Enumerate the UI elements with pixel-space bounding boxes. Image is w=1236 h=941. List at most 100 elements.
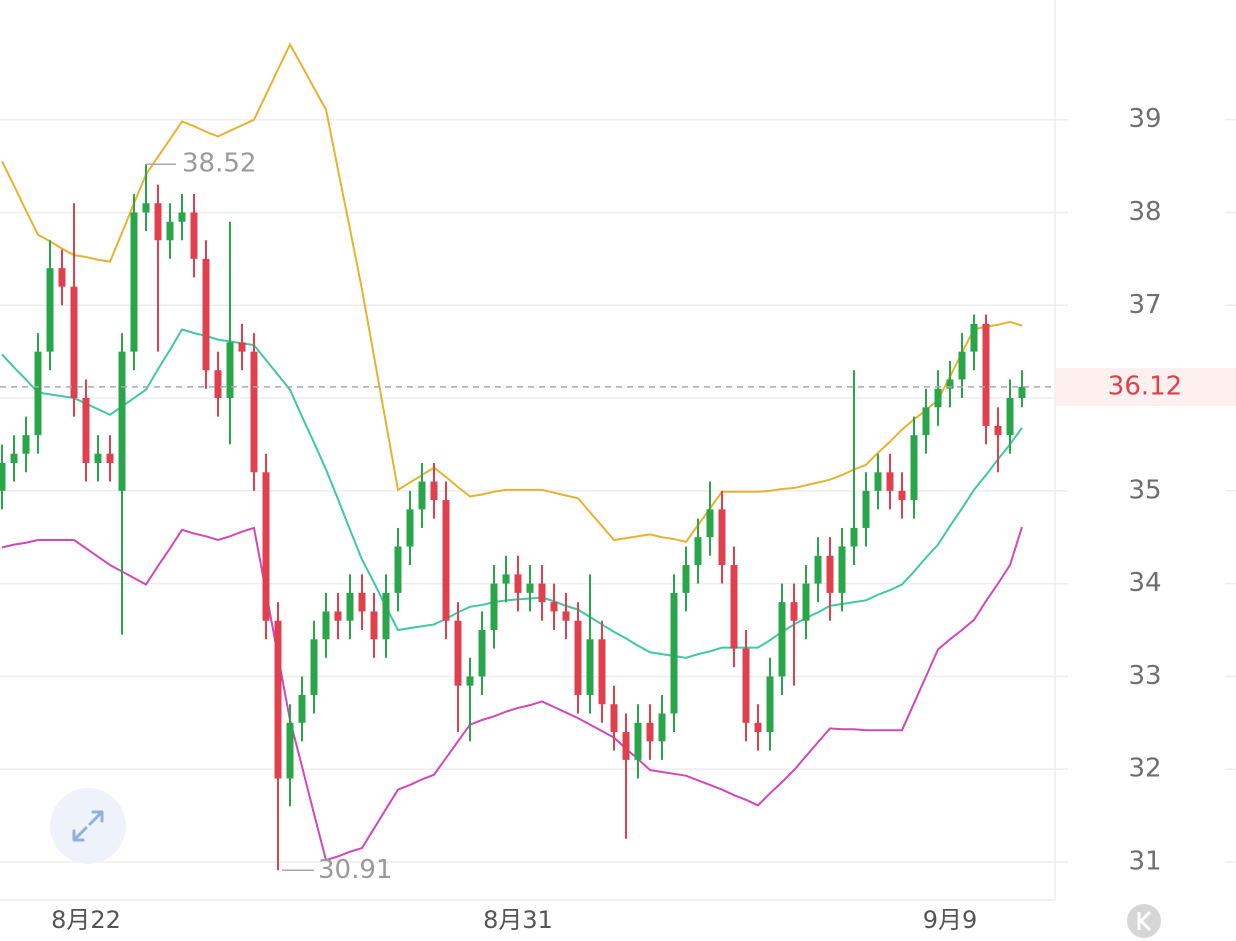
candle-body bbox=[118, 351, 126, 491]
overlay: 38.52 30.91 36.12 bbox=[0, 149, 1236, 885]
candle-body bbox=[562, 611, 570, 621]
candle-body bbox=[898, 490, 906, 501]
y-tick-label: 31 bbox=[1128, 846, 1161, 876]
candle-body bbox=[838, 546, 846, 593]
candle-body bbox=[70, 286, 78, 399]
candle-body bbox=[226, 342, 234, 399]
candle-body bbox=[382, 592, 390, 640]
candle-body bbox=[922, 407, 930, 436]
candle-body bbox=[958, 351, 966, 380]
candle-body bbox=[946, 379, 954, 389]
x-tick-label: 8月31 bbox=[483, 906, 553, 934]
candle-body bbox=[10, 453, 18, 463]
candle-body bbox=[334, 611, 342, 621]
y-tick-label: 33 bbox=[1128, 661, 1161, 691]
candle-body bbox=[646, 722, 654, 742]
candle-body bbox=[970, 323, 978, 352]
candle-body bbox=[982, 323, 990, 426]
candle-body bbox=[766, 676, 774, 733]
candle-body bbox=[202, 258, 210, 371]
candle-body bbox=[418, 481, 426, 510]
candle-body bbox=[934, 388, 942, 408]
candle-body bbox=[586, 639, 594, 695]
candle-body bbox=[862, 490, 870, 528]
candle-body bbox=[742, 648, 750, 723]
candle-body bbox=[22, 435, 30, 454]
candle-body bbox=[82, 398, 90, 463]
candle-body bbox=[1006, 398, 1014, 436]
candle-body bbox=[238, 342, 246, 352]
candle-body bbox=[478, 630, 486, 677]
candle-body bbox=[142, 203, 150, 213]
candle-body bbox=[718, 509, 726, 566]
last-price-label: 36.12 bbox=[1108, 371, 1182, 401]
candle-body bbox=[778, 602, 786, 677]
candle-body bbox=[430, 481, 438, 501]
candle-body bbox=[94, 453, 102, 463]
bollinger-bands bbox=[1, 42, 1023, 862]
candle-body bbox=[910, 435, 918, 501]
expand-icon[interactable] bbox=[72, 810, 104, 842]
candle-body bbox=[178, 212, 186, 222]
candle-body bbox=[298, 694, 306, 723]
candle-body bbox=[514, 574, 522, 593]
candle-body bbox=[730, 565, 738, 649]
candle-body bbox=[634, 722, 642, 760]
y-tick-label: 37 bbox=[1128, 290, 1161, 320]
candle-body bbox=[538, 583, 546, 603]
candle-body bbox=[754, 722, 762, 733]
candle-body bbox=[214, 370, 222, 399]
candle-body bbox=[442, 500, 450, 621]
band-line bbox=[1, 328, 1023, 659]
x-tick-label: 9月9 bbox=[923, 906, 978, 934]
candle-body bbox=[58, 268, 66, 287]
candle-body bbox=[454, 620, 462, 686]
candle-body bbox=[526, 583, 534, 593]
candle-body bbox=[166, 221, 174, 241]
candle-body bbox=[250, 351, 258, 473]
candle-body bbox=[0, 462, 6, 491]
expand-button-bg[interactable] bbox=[50, 788, 126, 864]
candle-body bbox=[670, 592, 678, 714]
candle-body bbox=[154, 203, 162, 241]
candle-body bbox=[106, 453, 114, 463]
candle-body bbox=[826, 555, 834, 593]
candle-body bbox=[802, 583, 810, 621]
candle-body bbox=[598, 639, 606, 705]
candle-body bbox=[994, 425, 1002, 436]
candle-body bbox=[706, 509, 714, 538]
y-tick-label: 39 bbox=[1128, 104, 1161, 134]
kline-button[interactable] bbox=[1127, 904, 1161, 938]
candle-body bbox=[658, 713, 666, 742]
candle-body bbox=[466, 676, 474, 686]
candle-body bbox=[274, 620, 282, 779]
candle-body bbox=[874, 472, 882, 491]
kline-button-bg[interactable] bbox=[1127, 904, 1161, 938]
y-tick-label: 32 bbox=[1128, 754, 1161, 784]
candle-body bbox=[190, 212, 198, 259]
expand-button[interactable] bbox=[50, 788, 126, 864]
candle-body bbox=[694, 537, 702, 566]
candle-body bbox=[850, 527, 858, 547]
band-line bbox=[1, 526, 1023, 862]
y-tick-label: 38 bbox=[1128, 197, 1161, 227]
candle-body bbox=[406, 509, 414, 547]
candle-body bbox=[358, 592, 366, 612]
candle-body bbox=[262, 472, 270, 621]
kline-icon[interactable] bbox=[1137, 910, 1152, 932]
candle-body bbox=[886, 472, 894, 491]
candle-body bbox=[310, 639, 318, 695]
last-price-bg bbox=[1056, 367, 1236, 406]
candle-body bbox=[490, 583, 498, 630]
candle-body bbox=[322, 611, 330, 640]
candle-body bbox=[502, 574, 510, 584]
candle-body bbox=[130, 212, 138, 352]
candle-body bbox=[46, 268, 54, 352]
candle-body bbox=[394, 546, 402, 593]
candle-body bbox=[610, 704, 618, 733]
candle-body bbox=[622, 732, 630, 760]
band-line bbox=[1, 42, 1023, 543]
candle-body bbox=[550, 602, 558, 612]
